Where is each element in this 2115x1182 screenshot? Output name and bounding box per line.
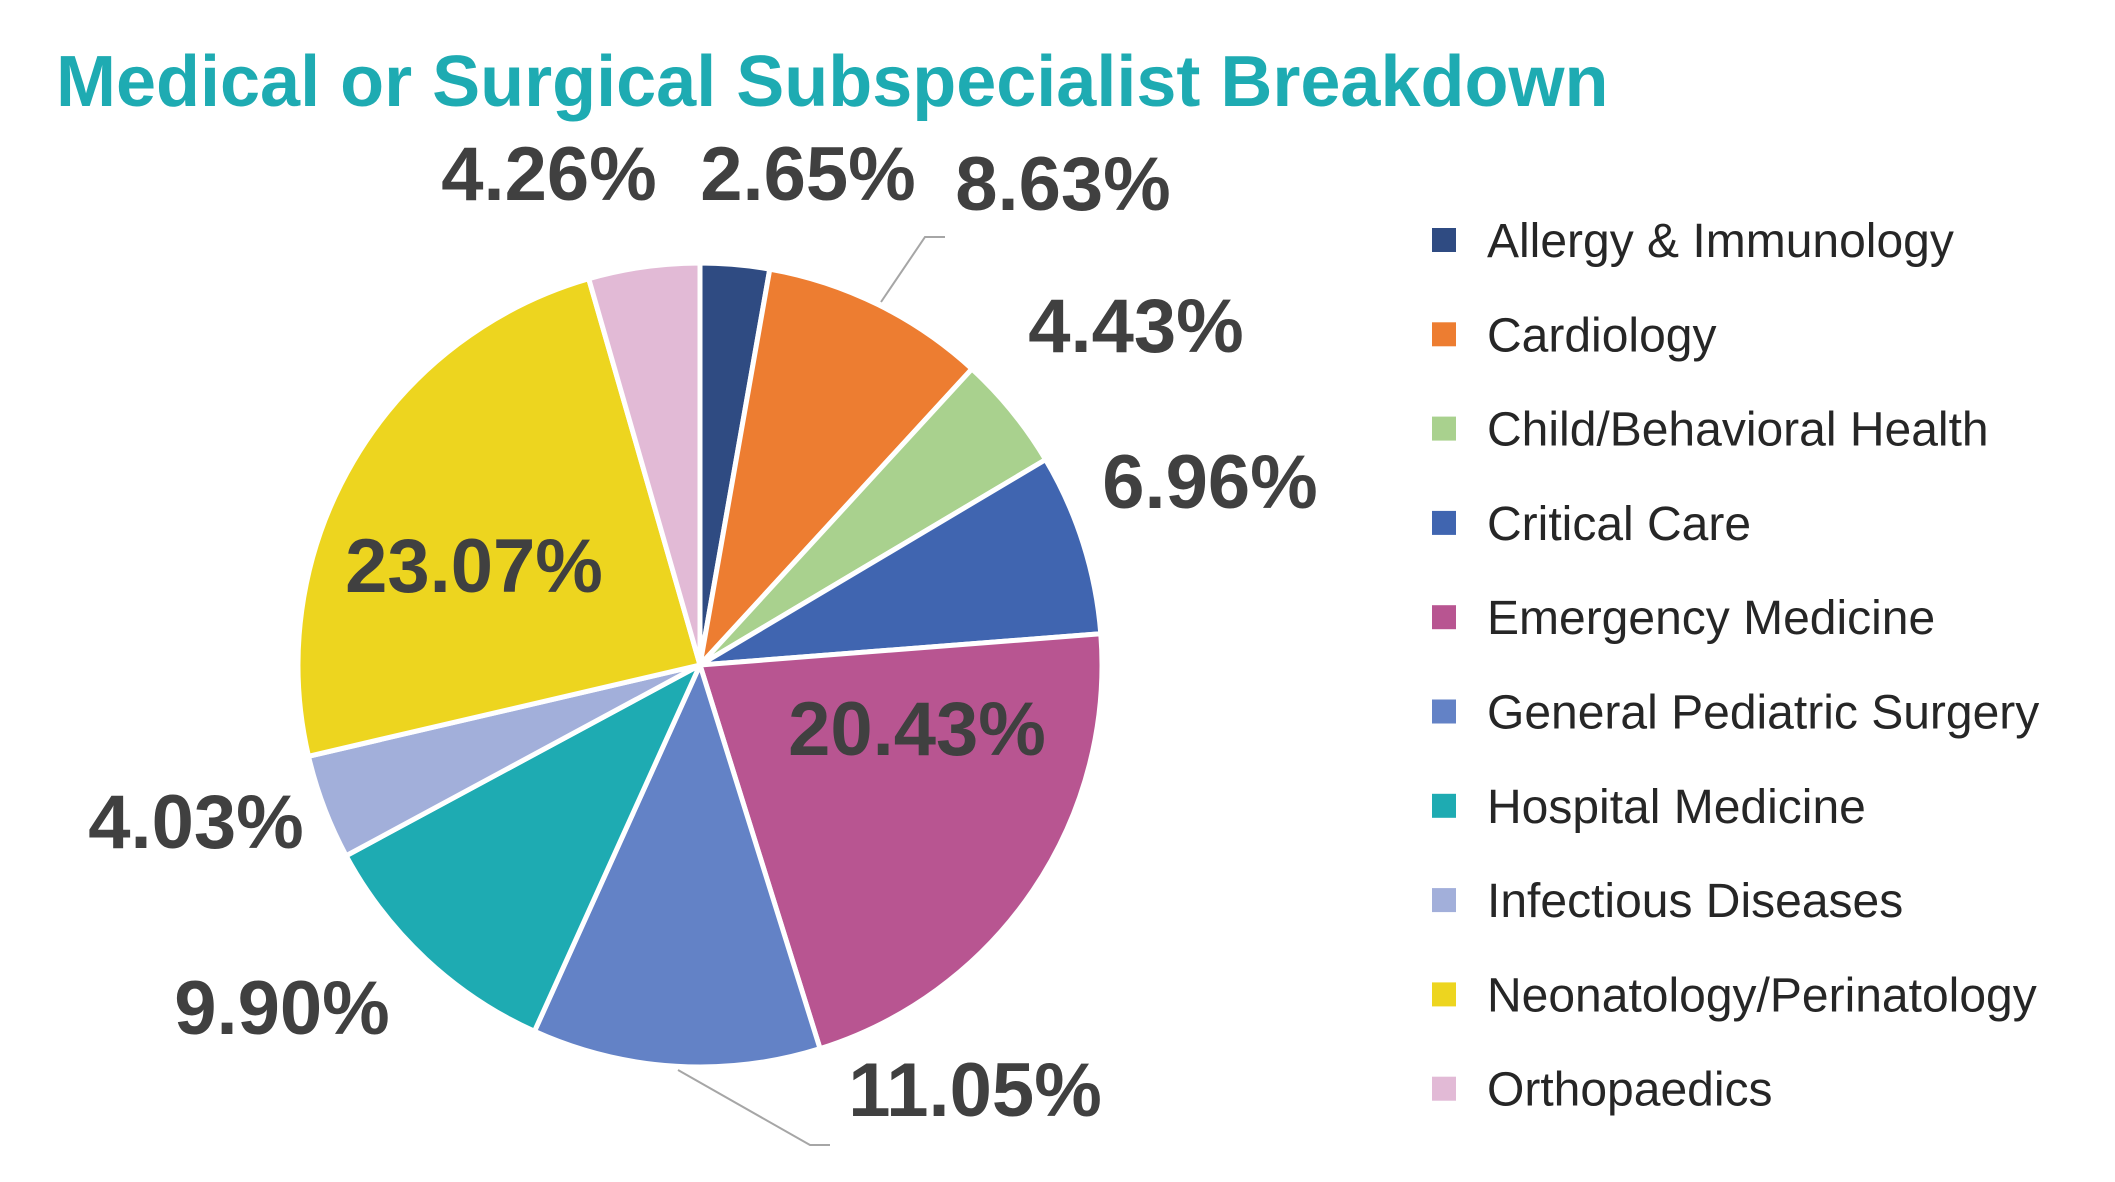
value-label-child-behavioral-health: 4.43% [1028, 284, 1244, 369]
legend-item-emergency-medicine: Emergency Medicine [1432, 592, 1935, 645]
legend-label: Orthopaedics [1487, 1064, 1773, 1117]
value-label-emergency-medicine: 20.43% [788, 687, 1046, 772]
legend-swatch [1432, 605, 1456, 630]
legend-item-critical-care: Critical Care [1432, 498, 1751, 551]
legend-swatch [1432, 982, 1456, 1007]
value-label-orthopaedics: 4.26% [441, 132, 657, 217]
legend-label: General Pediatric Surgery [1487, 687, 2039, 740]
value-label-cardiology: 8.63% [955, 142, 1171, 227]
legend-item-general-pediatric-surgery: General Pediatric Surgery [1432, 687, 2039, 740]
legend-item-child-behavioral-health: Child/Behavioral Health [1432, 404, 1989, 457]
pie-slice-emergency-medicine [697, 631, 1105, 1052]
legend-item-allergy-immunology: Allergy & Immunology [1432, 215, 1954, 268]
pie-slice-neonatology-perinatology [295, 276, 703, 759]
legend-label: Emergency Medicine [1487, 592, 1935, 645]
legend-swatch [1432, 888, 1456, 913]
legend-item-neonatology-perinatology: Neonatology/Perinatology [1432, 969, 2037, 1022]
legend-swatch [1432, 510, 1456, 535]
legend-label: Cardiology [1487, 309, 1716, 362]
legend-item-orthopaedics: Orthopaedics [1432, 1064, 1773, 1117]
legend-swatch [1432, 322, 1456, 347]
value-label-hospital-medicine: 9.90% [174, 966, 390, 1051]
pie-slice-general-pediatric-surgery [531, 662, 823, 1070]
value-label-neonatology-perinatology: 23.07% [345, 524, 603, 609]
pie-slice-critical-care [697, 457, 1104, 668]
legend-label: Child/Behavioral Health [1487, 404, 1989, 457]
pie-slice-cardiology [697, 266, 975, 668]
legend-swatch [1432, 793, 1456, 818]
legend-swatch [1432, 228, 1456, 252]
legend-swatch [1432, 416, 1456, 441]
pie-slice-orthopaedics [586, 260, 703, 668]
leader-line-cardiology [880, 236, 945, 303]
leader-lines [677, 236, 945, 1146]
value-label-infectious-diseases: 4.03% [88, 780, 304, 865]
value-label-allergy-immunology: 2.65% [700, 132, 916, 217]
leader-line-general-pediatric-surgery [677, 1069, 830, 1146]
legend-label: Hospital Medicine [1487, 781, 1866, 834]
legend-item-hospital-medicine: Hospital Medicine [1432, 781, 1866, 834]
legend-swatch [1432, 1076, 1456, 1101]
legend-swatch [1432, 699, 1456, 724]
legend-label: Allergy & Immunology [1487, 215, 1954, 268]
value-labels: 2.65% 8.63% 4.43% 6.96% 20.43% 11.05% 9.90% 4.0… [88, 132, 1318, 1133]
value-label-critical-care: 6.96% [1102, 440, 1318, 525]
legend-label: Critical Care [1487, 498, 1751, 551]
legend-label: Infectious Diseases [1487, 875, 1903, 928]
legend-item-cardiology: Cardiology [1432, 309, 1716, 362]
legend-item-infectious-diseases: Infectious Diseases [1432, 875, 1903, 928]
pie-slice-hospital-medicine [343, 662, 703, 1034]
legend-label: Neonatology/Perinatology [1487, 969, 2037, 1022]
value-label-general-pediatric-surgery: 11.05% [848, 1048, 1102, 1133]
chart-title: Medical or Surgical Subspecialist Breakd… [56, 42, 1608, 122]
legend: Allergy & Immunology Cardiology Child/Beha… [1432, 215, 2039, 1117]
pie-slices [295, 260, 1105, 1070]
